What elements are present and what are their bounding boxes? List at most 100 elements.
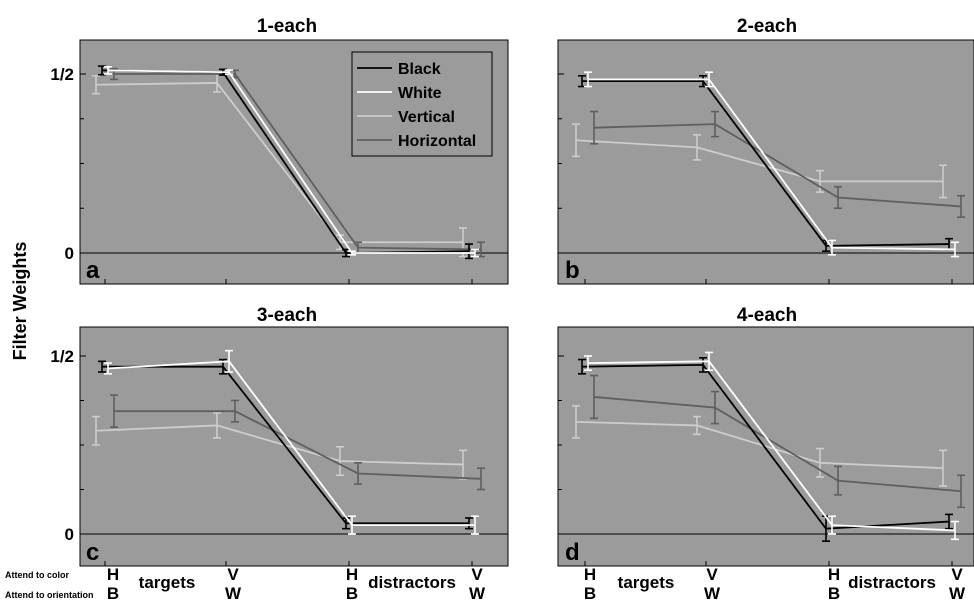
error-bar: [104, 66, 112, 75]
legend-label: Horizontal: [398, 133, 476, 150]
error-bar: [584, 71, 592, 88]
panel-a-letter: a: [86, 257, 100, 284]
error-bar: [572, 405, 580, 439]
series-vertical: [572, 123, 947, 199]
error-bar: [104, 362, 112, 375]
error-bar: [957, 194, 965, 218]
error-bar: [354, 461, 362, 485]
error-bar: [578, 358, 586, 375]
group-label-targets-left: targets: [139, 573, 196, 592]
legend-entry-black: Black: [357, 61, 441, 78]
error-bar: [816, 447, 824, 478]
legend-label: Black: [398, 61, 441, 78]
category-color-letter: H: [346, 565, 358, 584]
series-line: [107, 360, 475, 526]
error-bar: [939, 164, 947, 199]
error-bar: [705, 71, 713, 88]
row-caption-color: Attend to color: [5, 570, 69, 580]
category-color-letter: H: [828, 565, 840, 584]
error-bar: [225, 349, 233, 373]
error-bar: [705, 351, 713, 372]
error-bar: [828, 515, 836, 535]
series-line: [582, 80, 950, 247]
panel-b-letter: b: [565, 257, 580, 284]
error-bar: [348, 250, 356, 256]
error-bar: [572, 123, 580, 158]
category-color-letter: H: [584, 565, 596, 584]
category-orientation-letter: W: [225, 584, 242, 603]
panel-a-title: 1-each: [257, 16, 317, 37]
y-tick-label: 1/2: [50, 65, 74, 84]
series-white: [104, 66, 479, 258]
series-vertical: [572, 405, 947, 487]
error-bar: [590, 110, 598, 145]
error-bar: [951, 241, 959, 258]
error-bar: [231, 399, 239, 423]
error-bar: [584, 355, 592, 372]
panel-d-letter: d: [565, 539, 580, 566]
panel-b-series: [572, 71, 965, 258]
series-horizontal: [590, 374, 965, 509]
series-black: [98, 358, 473, 530]
panel-d-axes: [558, 355, 974, 566]
error-bar: [711, 110, 719, 138]
error-bar: [465, 243, 473, 260]
category-orientation-letter: B: [584, 584, 596, 603]
series-line: [575, 139, 943, 183]
error-bar: [945, 513, 953, 530]
error-bar: [834, 185, 842, 210]
error-bar: [92, 74, 100, 95]
legend-label: Vertical: [398, 109, 455, 126]
legend-entry-horizontal: Horizontal: [357, 133, 476, 150]
error-bar: [816, 169, 824, 193]
error-bar: [951, 520, 959, 541]
error-bar: [693, 134, 701, 161]
series-line: [593, 123, 962, 208]
panel-c: 3-each c 0 1/2: [50, 305, 509, 567]
error-bar: [465, 517, 473, 530]
series-line: [95, 82, 463, 244]
series-black: [578, 356, 953, 542]
panel-b-plot-area: [557, 39, 974, 285]
series-line: [107, 69, 475, 254]
category-color-letter: V: [471, 565, 483, 584]
group-label-distractors-left: distractors: [368, 573, 456, 592]
panel-c-letter: c: [86, 539, 99, 566]
error-bar: [471, 515, 479, 535]
error-bar: [693, 415, 701, 436]
error-bar: [92, 415, 100, 446]
error-bar: [939, 449, 947, 487]
series-horizontal: [110, 394, 485, 491]
category-orientation-letter: W: [704, 584, 721, 603]
group-label-targets-right: targets: [618, 573, 675, 592]
error-bar: [348, 515, 356, 535]
legend: Black White Vertical Horizontal: [351, 51, 493, 157]
series-line: [581, 363, 950, 530]
panel-b: 2-each b: [557, 16, 974, 285]
series-line: [575, 420, 944, 470]
series-line: [114, 410, 482, 480]
error-bar: [477, 467, 485, 491]
error-bar: [213, 412, 221, 439]
error-bar: [699, 356, 707, 373]
error-bar: [590, 374, 598, 420]
panel-c-title: 3-each: [257, 305, 317, 326]
category-orientation-letter: W: [949, 584, 966, 603]
series-horizontal: [590, 110, 965, 218]
category-color-letter: V: [951, 565, 963, 584]
error-bar: [98, 360, 106, 373]
category-orientation-letter: B: [346, 584, 358, 603]
error-bar: [225, 69, 233, 76]
legend-entry-vertical: Vertical: [357, 109, 455, 126]
series-line: [114, 73, 482, 251]
panel-d: 4-each d: [557, 305, 974, 567]
series-line: [95, 424, 464, 466]
series-line: [587, 360, 956, 532]
panel-b-title: 2-each: [737, 16, 797, 37]
panel-a: 1-each a 0 1/2 Black White Vertical Horizont…: [50, 16, 509, 285]
series-line: [593, 396, 962, 493]
error-bar: [957, 474, 965, 509]
panel-b-axes: [558, 73, 974, 284]
